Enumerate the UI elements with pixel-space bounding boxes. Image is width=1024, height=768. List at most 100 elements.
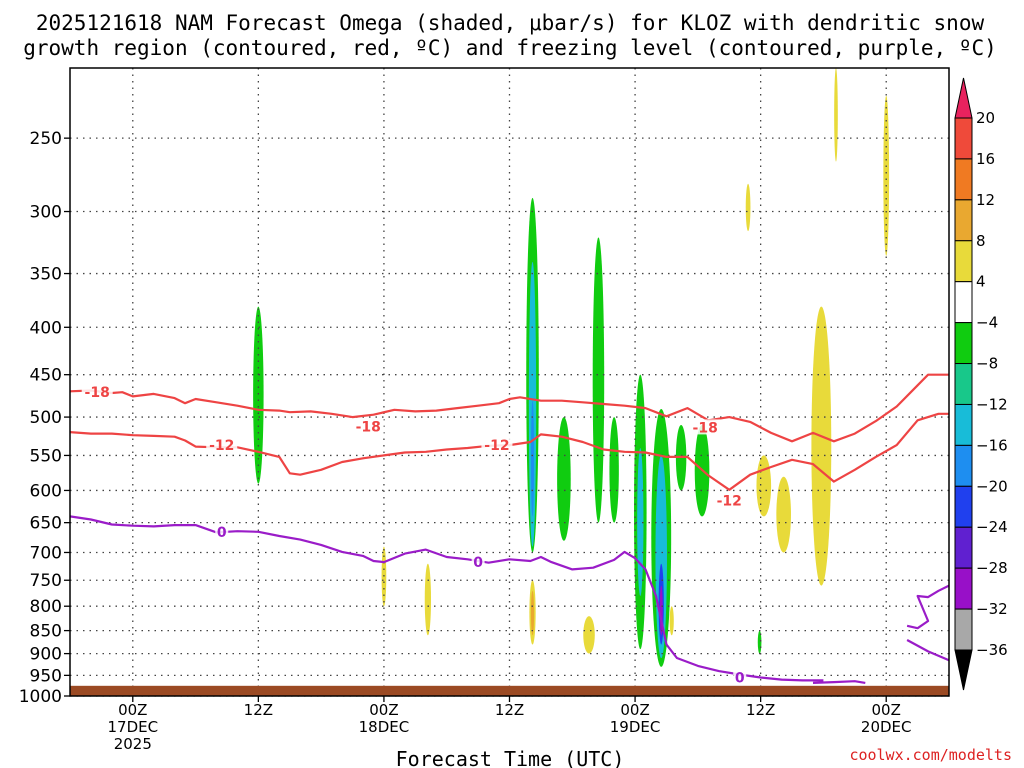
grid-lines: [70, 68, 949, 697]
omega-region-22: [745, 183, 751, 232]
colorbar-label-5: −4: [976, 314, 998, 332]
contour-line-3: [906, 584, 950, 630]
omega-region-19: [530, 590, 535, 636]
x-tick-label-3-0: 12Z: [495, 701, 524, 719]
colorbar-bottom-arrow: [954, 649, 973, 691]
colorbar-label-7: −12: [976, 395, 1008, 413]
colorbar-swatch-5: [954, 322, 973, 365]
colorbar-swatch-4: [954, 281, 973, 324]
omega-region-6: [609, 417, 619, 523]
contour-line-0: [69, 373, 949, 443]
contour-label-bg: [215, 523, 229, 539]
x-tick-label-0-2: 2025: [114, 735, 152, 753]
y-tick-label-600: 600: [30, 481, 62, 501]
y-tick-label-550: 550: [30, 446, 62, 466]
omega-region-0: [253, 306, 264, 484]
omega-region-21: [669, 606, 674, 636]
omega-region-27: [811, 306, 832, 586]
contour-label-bg: [81, 384, 113, 400]
contour-label-2-2: 0: [735, 670, 745, 686]
y-tick-label-750: 750: [30, 571, 62, 591]
omega-region-3: [530, 400, 535, 517]
contour-label-1-0: -12: [209, 438, 234, 454]
colorbar-label-12: −32: [976, 600, 1008, 618]
colorbar-swatch-12: [954, 608, 973, 651]
colorbar-label-11: −28: [976, 559, 1008, 577]
omega-region-24: [883, 95, 890, 256]
contour-label-1-2: -12: [717, 493, 742, 509]
x-axis-label: Forecast Time (UTC): [396, 747, 625, 768]
x-tick-label-1-0: 12Z: [244, 701, 273, 719]
credit-text[interactable]: coolwx.com/modelts: [849, 746, 1012, 764]
colorbar-top-arrow: [954, 77, 973, 119]
colorbar-swatch-2: [954, 199, 973, 242]
y-tick-label-450: 450: [30, 366, 62, 386]
omega-region-5: [592, 237, 605, 523]
colorbar-label-4: 4: [976, 273, 986, 291]
plot-area: -18 -18 -18 -12 -12 -12 0 0 0: [69, 67, 950, 697]
omega-region-25: [756, 455, 772, 517]
contour-label-2-1: 0: [473, 555, 483, 571]
contour-line-5: [812, 680, 866, 684]
colorbar-swatch-7: [954, 403, 973, 446]
contour-line-2: [69, 515, 824, 682]
y-tick-label-500: 500: [30, 408, 62, 428]
colorbar: 20 16 12 8 4 −4 −8 −12 −16 −20 −24 −28 −32 −36: [954, 77, 1008, 691]
colorbar-swatch-3: [954, 240, 973, 283]
contour-label-bg: [733, 669, 747, 685]
colorbar-swatch-8: [954, 444, 973, 487]
y-tick-label-650: 650: [30, 514, 62, 534]
omega-region-17: [424, 563, 432, 636]
omega-shading: [253, 68, 890, 667]
y-tick-label-1000: 1000: [19, 687, 62, 707]
x-tick-label-4-0: 00Z: [620, 701, 649, 719]
y-tick-label-300: 300: [30, 203, 62, 223]
x-tick-label-2-1: 18DEC: [359, 718, 410, 736]
y-axis-ticks: 250 300 350 400 450 500 550 600 650 700 750 800 850 9…: [19, 129, 70, 707]
colorbar-label-0: 20: [976, 109, 995, 127]
colorbar-label-9: −20: [976, 477, 1008, 495]
contour-label-0-1: -18: [356, 420, 381, 436]
contour-line-4: [906, 639, 950, 662]
contour-label-0-0: -18: [85, 385, 110, 401]
colorbar-swatch-1: [954, 158, 973, 201]
omega-region-8: [637, 448, 644, 597]
colorbar-label-13: −36: [976, 641, 1008, 659]
y-tick-label-250: 250: [30, 129, 62, 149]
y-tick-label-900: 900: [30, 645, 62, 665]
colorbar-swatch-11: [954, 567, 973, 610]
colorbar-label-6: −8: [976, 355, 998, 373]
colorbar-label-1: 16: [976, 150, 995, 168]
colorbar-label-2: 12: [976, 191, 995, 209]
contour-label-bg: [713, 492, 745, 508]
terrain-fill: [70, 685, 949, 696]
chart-title-line2: growth region (contoured, red, ºC) and f…: [23, 36, 997, 60]
omega-region-20: [583, 616, 595, 654]
contour-lines: -18 -18 -18 -12 -12 -12 0 0 0: [69, 373, 950, 686]
chart-title-line1: 2025121618 NAM Forecast Omega (shaded, μ…: [36, 11, 985, 35]
contour-label-2-0: 0: [217, 525, 227, 541]
y-tick-label-800: 800: [30, 597, 62, 617]
contour-label-bg: [481, 437, 513, 453]
omega-region-23: [834, 68, 838, 162]
colorbar-swatch-10: [954, 526, 973, 569]
colorbar-swatch-0: [954, 117, 973, 160]
y-tick-label-400: 400: [30, 318, 62, 338]
x-tick-label-5-0: 12Z: [746, 701, 775, 719]
colorbar-label-8: −16: [976, 436, 1008, 454]
colorbar-swatch-9: [954, 485, 973, 528]
contour-label-bg: [689, 419, 721, 435]
x-tick-label-6-0: 00Z: [872, 701, 901, 719]
omega-region-4: [557, 417, 571, 541]
terrain-surface: [70, 685, 949, 696]
y-tick-label-350: 350: [30, 265, 62, 285]
contour-label-bg: [352, 418, 384, 434]
contour-label-bg: [206, 437, 238, 453]
y-tick-label-700: 700: [30, 543, 62, 563]
contour-label-1-1: -12: [484, 438, 509, 454]
y-tick-label-950: 950: [30, 666, 62, 686]
x-tick-label-6-1: 20DEC: [861, 718, 912, 736]
omega-region-26: [776, 476, 791, 553]
